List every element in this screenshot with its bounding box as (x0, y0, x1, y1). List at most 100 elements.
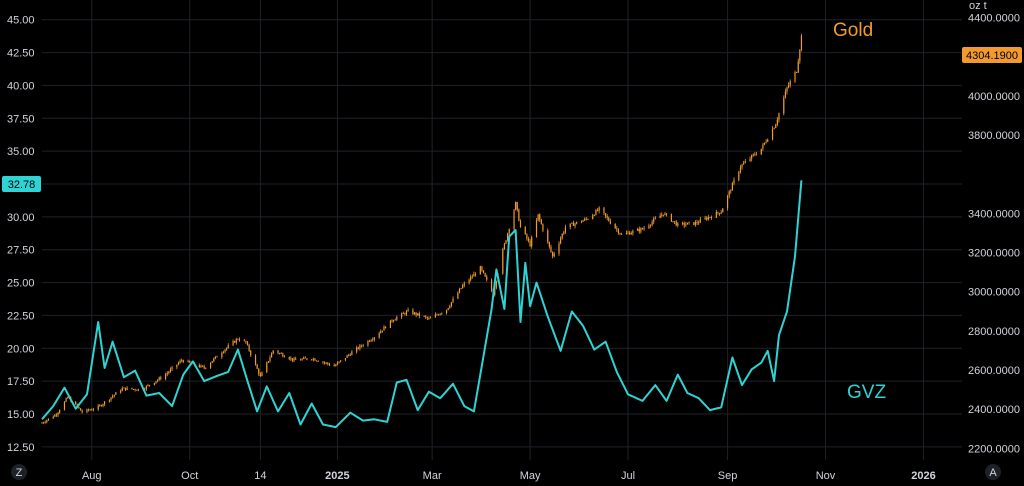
gold-candle (293, 358, 295, 361)
gold-candle (245, 340, 247, 343)
gold-candle (91, 409, 93, 411)
gold-candle (707, 217, 709, 220)
gold-candle (44, 422, 46, 423)
gold-candle (641, 228, 644, 230)
gold-candle (743, 162, 745, 165)
gold-candle (356, 347, 358, 352)
gold-candle (317, 360, 319, 362)
right-scale-button[interactable]: A (985, 464, 1001, 480)
gold-candle (258, 368, 260, 375)
gold-candle (529, 240, 531, 247)
gold-candle (677, 223, 679, 226)
svg-text:4304.1900: 4304.1900 (966, 50, 1018, 62)
gold-candle (457, 292, 459, 299)
gold-candle (593, 215, 595, 216)
right-tick-label: 3400.0000 (968, 208, 1020, 220)
gold-candle (508, 229, 510, 234)
gold-candle (436, 314, 438, 316)
gold-candle (214, 356, 217, 359)
gold-candle (537, 214, 539, 221)
gold-candle (333, 365, 335, 367)
gold-candle (474, 273, 477, 275)
gold-candle (558, 243, 560, 254)
gold-candle (344, 357, 347, 361)
gold-candle (693, 222, 695, 225)
gold-candle (238, 339, 241, 341)
left-scale-button[interactable]: Z (11, 464, 27, 480)
svg-text:32.78: 32.78 (8, 179, 36, 191)
gold-candle (113, 394, 115, 397)
gold-candle (755, 154, 758, 156)
gold-candle (482, 270, 485, 274)
left-tick-label: 40.00 (7, 80, 35, 92)
gold-candle (726, 195, 729, 209)
gold-candle (157, 379, 159, 382)
gold-candle (147, 384, 149, 386)
gold-candle (560, 238, 562, 244)
gold-series (41, 33, 803, 424)
gold-candle (108, 399, 111, 402)
time-tick-label: Mar (423, 470, 442, 482)
gold-candle (187, 360, 189, 363)
gold-candle (304, 357, 306, 359)
gold-candle (706, 217, 708, 220)
gold-candle (744, 161, 746, 163)
gold-candle (301, 358, 303, 361)
right-tick-label: 2600.0000 (968, 365, 1020, 377)
gold-candle (564, 227, 567, 233)
unit-label: oz t (969, 0, 987, 12)
gold-candle (603, 207, 605, 214)
gold-candle (55, 414, 58, 416)
left-tick-label: 25.00 (7, 278, 35, 290)
gold-candle (763, 142, 766, 145)
left-tick-label: 12.50 (7, 442, 35, 454)
gold-candle (148, 384, 151, 386)
gold-candle (360, 345, 363, 347)
gold-candle (490, 279, 493, 291)
gold-candle (266, 362, 268, 373)
gold-candle (43, 422, 45, 424)
gold-candle (709, 217, 711, 218)
gold-candle (315, 360, 318, 362)
gold-candle (92, 409, 94, 411)
gold-candle (59, 410, 61, 413)
svg-text:Z: Z (16, 467, 23, 479)
gold-candle (145, 385, 147, 390)
gold-candle (407, 309, 409, 312)
gold-candle (762, 144, 764, 149)
gold-candle (327, 362, 329, 364)
gold-candle (404, 313, 406, 315)
gold-candle (137, 389, 139, 391)
gold-candle (699, 219, 701, 223)
gold-candle (585, 218, 587, 220)
gold-candle (306, 358, 308, 360)
gold-candle (683, 222, 685, 226)
gvz-last-value-badge: 32.78 (2, 176, 41, 192)
gold-candle (234, 341, 236, 343)
gold-candle (481, 266, 483, 271)
gold-candle (751, 155, 753, 159)
series-label-gvz: GVZ (847, 382, 886, 403)
gold-candle (52, 416, 54, 419)
gold-candle (277, 350, 279, 354)
gold-candle (722, 208, 724, 213)
gold-candle (47, 418, 50, 421)
gold-candle (248, 344, 250, 351)
gold-candle (694, 222, 697, 225)
right-tick-label: 2400.0000 (968, 404, 1020, 416)
gold-candle (209, 362, 212, 368)
gold-candle (664, 213, 666, 216)
gold-candle (616, 228, 618, 230)
right-tick-label: 3000.0000 (968, 287, 1020, 299)
left-tick-label: 22.50 (7, 310, 35, 322)
gold-candle (515, 202, 517, 211)
gold-candle (417, 313, 419, 316)
left-tick-label: 35.00 (7, 146, 35, 158)
gold-candle (132, 389, 135, 390)
gold-candle (749, 158, 751, 162)
gold-candle (290, 358, 292, 360)
gold-candle (314, 358, 316, 361)
gold-candle (799, 49, 801, 62)
gold-candle (507, 233, 509, 241)
gold-candle (235, 339, 237, 343)
